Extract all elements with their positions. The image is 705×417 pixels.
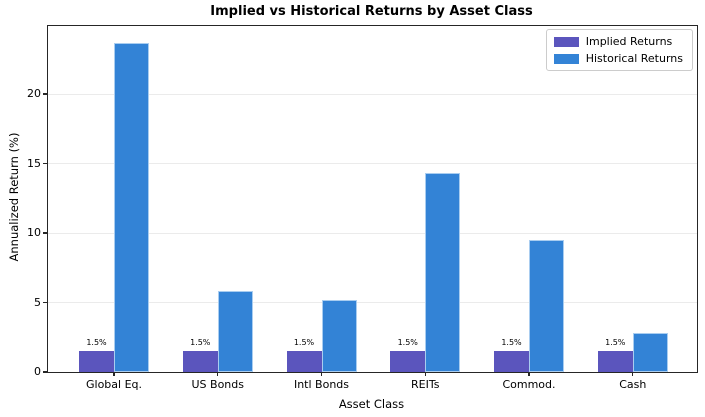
chart-title: Implied vs Historical Returns by Asset C… — [210, 4, 533, 19]
plot-area: 0 5 10 15 20 1.5% Global Eq. 1.5% US Bonds 1.5% In… — [27, 25, 698, 391]
x-tick-mark — [113, 372, 115, 376]
bar-historical-0 — [114, 42, 149, 372]
bar-historical-4 — [529, 239, 564, 372]
bar-implied-2 — [286, 351, 322, 372]
x-tick-mark — [424, 372, 426, 376]
bar-value-label: 1.5% — [605, 338, 626, 348]
legend-label: Historical Returns — [585, 52, 683, 65]
y-tick-mark — [43, 93, 47, 95]
bar-implied-4 — [494, 351, 529, 372]
bar-value-label: 1.5% — [397, 338, 418, 348]
legend-entry: Implied Returns — [553, 35, 683, 48]
bar-historical-2 — [321, 299, 357, 372]
bar-value-label: 1.5% — [86, 338, 107, 348]
x-tick-label-4: Commod. — [502, 378, 556, 391]
y-tick-label: 10 — [27, 226, 41, 240]
legend-label: Implied Returns — [585, 35, 673, 48]
x-tick-label-1: US Bonds — [191, 378, 245, 391]
y-tick-label: 20 — [27, 87, 41, 101]
y-tick-label: 0 — [34, 365, 41, 378]
y-tick-mark — [43, 371, 47, 373]
bar-implied-3 — [390, 351, 426, 372]
gridline — [48, 93, 697, 95]
x-tick-label-0: Global Eq. — [85, 378, 142, 391]
legend-swatch — [553, 36, 579, 47]
y-tick-label: 15 — [27, 156, 41, 170]
x-tick-label-3: REITs — [411, 378, 440, 391]
legend-entry: Historical Returns — [553, 52, 683, 65]
legend-swatch — [553, 53, 579, 64]
legend: Implied Returns Historical Returns — [545, 29, 693, 71]
x-tick-label-5: Cash — [619, 378, 647, 391]
gridline — [48, 232, 697, 234]
bar-implied-0 — [79, 351, 114, 372]
x-tick-mark — [320, 372, 323, 376]
y-axis-label: Annualized Return (%) — [7, 132, 21, 262]
x-tick-label-2: Intl Bonds — [293, 378, 350, 391]
gridline — [48, 302, 697, 304]
bar-value-label: 1.5% — [190, 338, 211, 348]
x-tick-mark — [528, 372, 530, 376]
gridline — [48, 163, 697, 165]
bar-value-label: 1.5% — [293, 338, 315, 348]
bar-implied-5 — [597, 351, 633, 372]
bar-implied-1 — [182, 351, 218, 372]
y-tick-mark — [43, 232, 47, 234]
bar-value-label: 1.5% — [501, 338, 522, 348]
bar-historical-1 — [217, 291, 253, 372]
y-tick-mark — [43, 162, 47, 165]
x-tick-mark — [217, 372, 219, 376]
x-axis-label: Asset Class — [338, 397, 405, 411]
y-tick-mark — [43, 301, 47, 304]
bar-historical-5 — [632, 333, 668, 372]
y-tick-label: 5 — [34, 295, 41, 309]
bar-historical-3 — [425, 173, 461, 372]
x-tick-mark — [632, 372, 634, 376]
